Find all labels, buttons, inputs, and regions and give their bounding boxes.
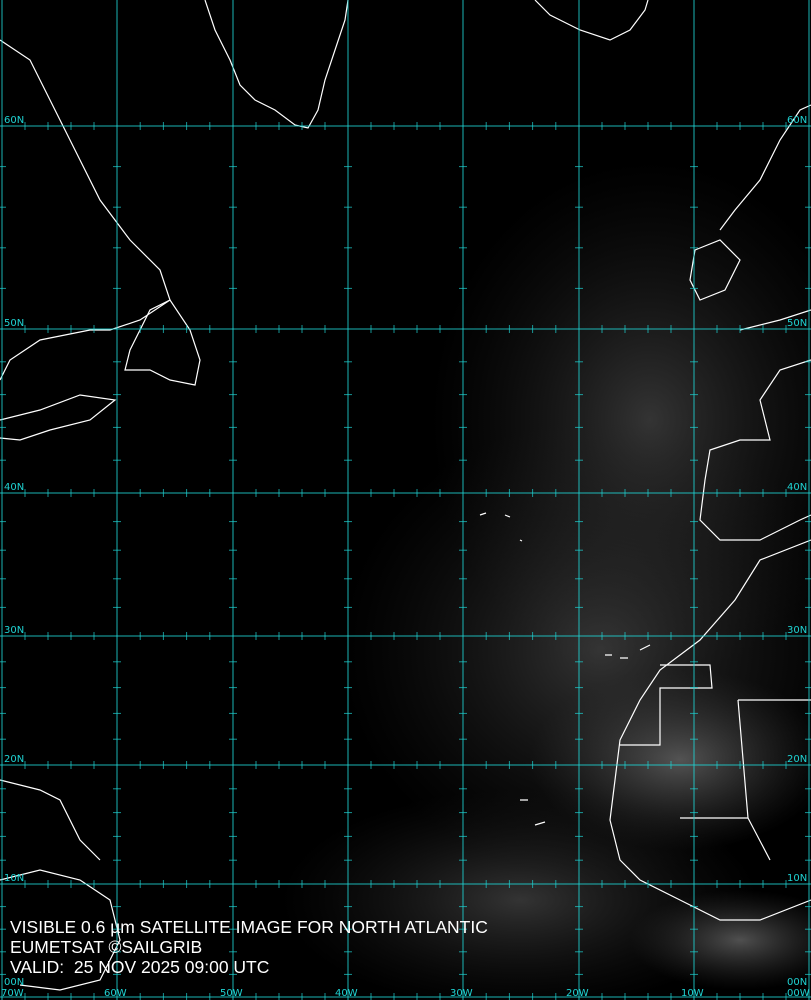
british-isles-coast xyxy=(689,104,811,301)
iceland-coast xyxy=(534,0,649,41)
lat-label-20n-left: 20N xyxy=(4,754,25,765)
cape-verde-islands xyxy=(520,799,546,826)
image-title: VISIBLE 0.6 µm SATELLITE IMAGE FOR NORTH… xyxy=(10,917,488,937)
lon-label-70w: 70W xyxy=(1,988,24,999)
lon-label-20w: 20W xyxy=(566,988,589,999)
lat-label-10n-left: 10N xyxy=(4,873,25,884)
valid-time: VALID: 25 NOV 2025 09:00 UTC xyxy=(10,957,270,977)
lon-label-60w: 60W xyxy=(104,988,127,999)
newfoundland-coast xyxy=(124,299,201,386)
lat-label-20n-right: 20N xyxy=(787,754,808,765)
azores-islands xyxy=(479,512,523,542)
lat-label-30n-right: 30N xyxy=(787,625,808,636)
nova-scotia-coast xyxy=(0,394,117,441)
lat-label-50n-right: 50N xyxy=(787,318,808,329)
lat-label-60n-right: 60N xyxy=(787,115,808,126)
lon-label-40w: 40W xyxy=(335,988,358,999)
canada-coast xyxy=(0,39,171,381)
lat-label-60n-left: 60N xyxy=(4,115,25,126)
europe-coast xyxy=(699,309,811,541)
lon-label-50w: 50W xyxy=(220,988,243,999)
lon-label-30w: 30W xyxy=(450,988,473,999)
lat-label-50n-left: 50N xyxy=(4,318,25,329)
image-credit: EUMETSAT ©SAILGRIB xyxy=(10,937,203,957)
lon-label-10w: 10W xyxy=(681,988,704,999)
cloud-cover xyxy=(280,160,811,1000)
africa-coast xyxy=(609,539,811,921)
lat-label-40n-left: 40N xyxy=(4,482,25,493)
lat-label-30n-left: 30N xyxy=(4,625,25,636)
lat-label-10n-right: 10N xyxy=(787,873,808,884)
lat-label-40n-right: 40N xyxy=(787,482,808,493)
caribbean-coast xyxy=(0,779,121,991)
greenland-coast xyxy=(204,0,349,129)
africa-borders xyxy=(620,664,811,861)
lat-label-00n-right: 00N xyxy=(787,977,808,988)
canary-islands xyxy=(605,644,651,659)
lon-label-00w: 00W xyxy=(787,988,810,999)
lat-label-00n-left: 00N xyxy=(4,977,25,988)
